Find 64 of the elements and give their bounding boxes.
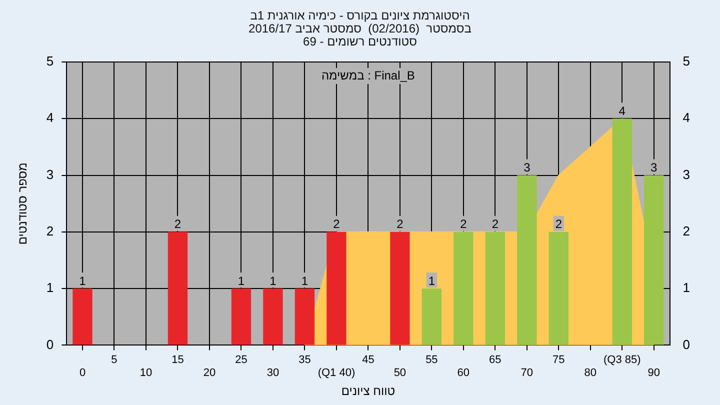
data-label: 3	[524, 160, 531, 175]
chart-subtitle: בסמסטר (02/2016) סמסטר אביב 2016/17 סטודנטים רשומים - 69	[248, 21, 472, 48]
y-tick-label: 1	[46, 280, 54, 296]
data-label: 1	[270, 274, 277, 288]
y-tick-label: 3	[46, 166, 54, 182]
x-tick-label: 10	[140, 367, 152, 380]
y2-tick-label: 0	[682, 336, 690, 352]
x-tick-label: 15	[172, 354, 184, 366]
bar	[454, 232, 474, 345]
x-tick-label: 30	[266, 367, 280, 380]
x-tick-label: 20	[203, 367, 216, 380]
x-tick-label: 60	[457, 367, 470, 380]
data-label: 1	[428, 274, 436, 288]
data-label: 2	[396, 217, 404, 232]
data-label: 2	[492, 217, 499, 232]
bar	[72, 288, 92, 345]
data-label: 3	[650, 160, 658, 175]
bar	[231, 288, 252, 345]
data-label: 2	[174, 217, 182, 232]
x-tick-label: 45	[362, 354, 374, 366]
bar	[644, 175, 664, 345]
bar	[517, 175, 537, 345]
bar	[326, 232, 346, 345]
bar	[294, 288, 315, 345]
x-tick-label: 25	[235, 354, 248, 366]
x-tick-label: 50	[394, 367, 406, 380]
bar	[390, 232, 410, 345]
y-tick-label: 0	[46, 336, 54, 352]
x-tick-label: 70	[520, 367, 534, 380]
bar	[485, 232, 506, 345]
data-label: 2	[333, 217, 340, 232]
y-axis-title: מספר סטודנטים	[16, 162, 30, 245]
y2-tick-label: 4	[682, 110, 690, 126]
data-label: 2	[555, 217, 562, 232]
x-tick-label: 75	[552, 354, 565, 366]
y-tick-label: 4	[46, 110, 54, 126]
x-tick-label: 65	[489, 354, 502, 366]
y-tick-label: 2	[46, 224, 54, 238]
bar	[422, 288, 442, 345]
x-tick-label: 5	[111, 354, 118, 366]
x-tick-label: 55	[426, 354, 438, 366]
data-label: 1	[79, 274, 86, 288]
y2-tick-label: 2	[682, 224, 690, 238]
annotation: במשימה : Final_B	[321, 68, 415, 82]
chart-title: היסטוגרמת ציונים בקורס - כימיה אורגנית 1ב	[250, 8, 470, 22]
x-axis-title: טווח ציונים	[341, 384, 396, 398]
data-label: 1	[301, 274, 308, 288]
y2-tick-label: 3	[682, 166, 690, 182]
x-tick-label: (Q3 85)	[604, 354, 641, 366]
bar	[263, 288, 283, 345]
x-tick-label: 35	[298, 354, 311, 366]
bar	[612, 118, 632, 345]
data-label: 1	[238, 274, 245, 288]
y2-tick-label: 5	[682, 54, 690, 69]
y-tick-label: 5	[46, 54, 54, 69]
data-label: 4	[618, 104, 626, 118]
x-tick-label: (Q1 40)	[318, 367, 356, 380]
y2-tick-label: 1	[682, 280, 690, 296]
data-label: 2	[460, 217, 468, 232]
x-tick-label: 80	[584, 367, 597, 380]
bar	[168, 232, 188, 345]
bar	[548, 232, 569, 345]
x-tick-label: 90	[648, 367, 660, 380]
x-tick-label: 0	[79, 367, 86, 380]
